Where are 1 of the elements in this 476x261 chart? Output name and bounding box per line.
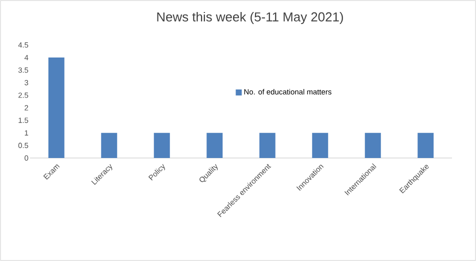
- chart-title: News this week (5-11 May 2021): [157, 12, 343, 24]
